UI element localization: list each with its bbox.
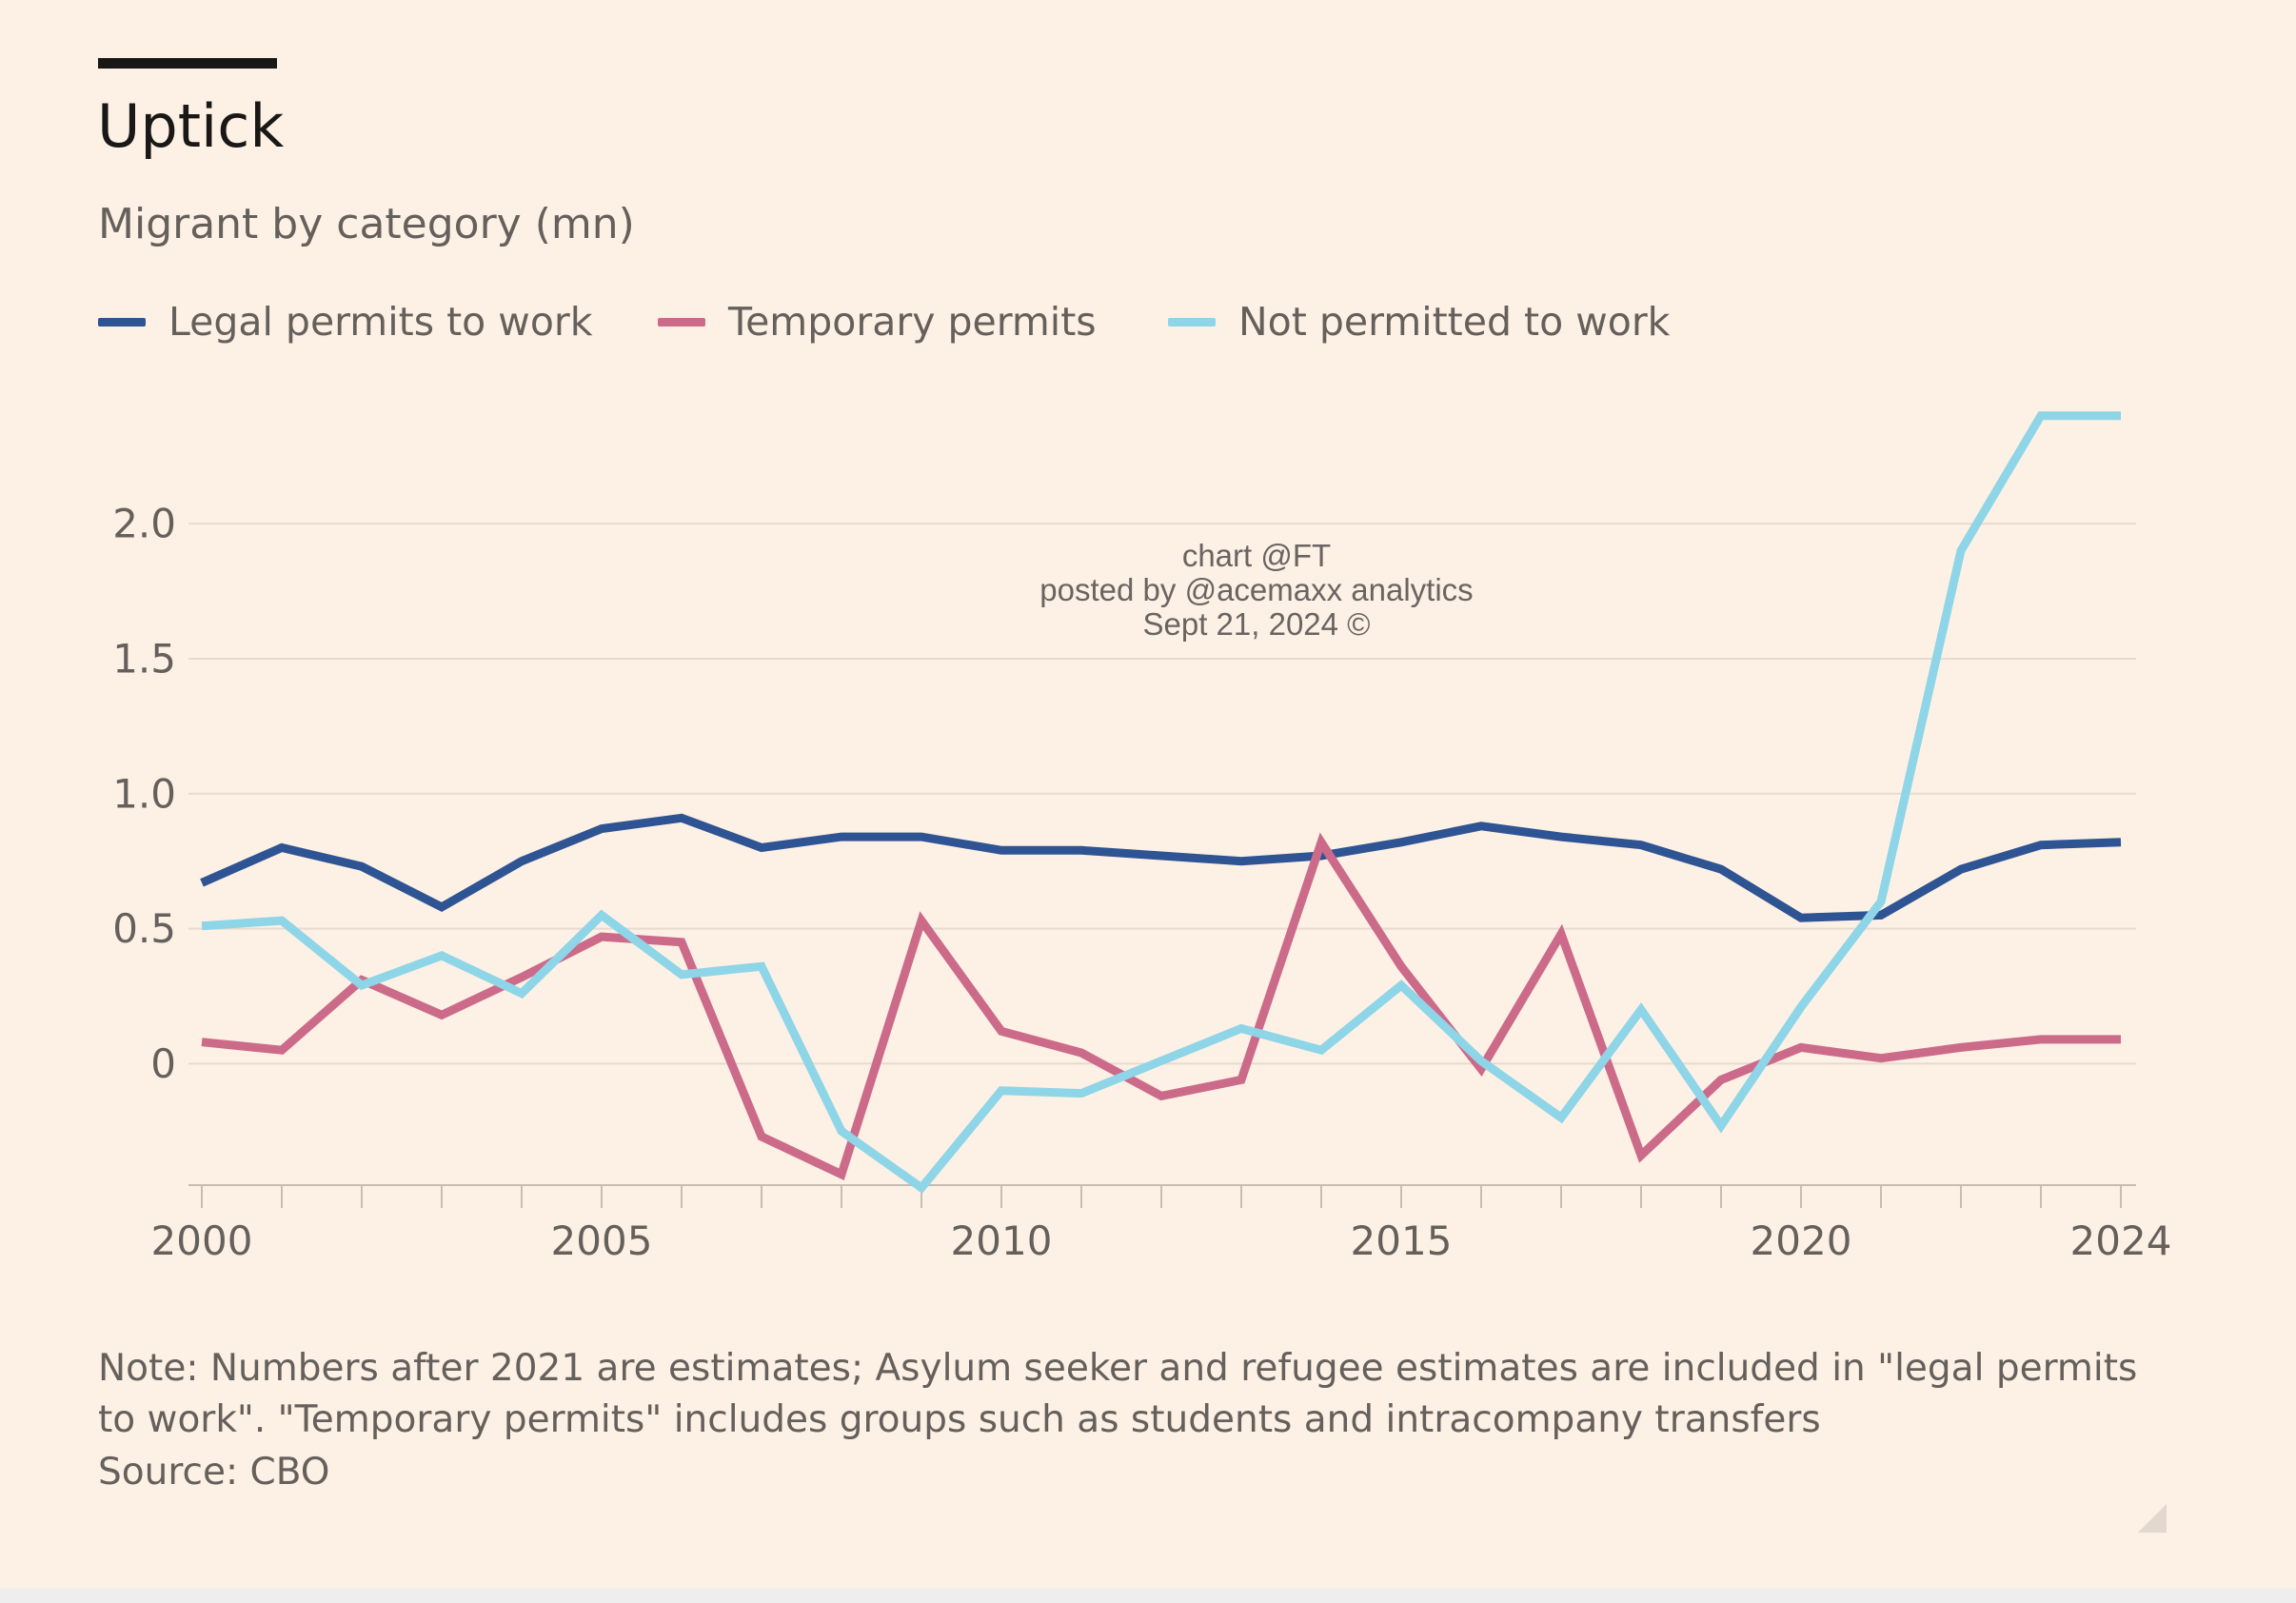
x-tick-label: 2020 [1751, 1217, 1852, 1264]
legend-swatch-temporary [658, 317, 705, 327]
line-chart: 0 0.5 1.0 1.5 2.0 2000 2005 2010 2015 2020 2024 [112, 411, 2172, 1264]
legend-label-temporary: Temporary permits [728, 299, 1097, 345]
x-tick-label: 2010 [951, 1217, 1053, 1264]
legend-item-temporary: Temporary permits [658, 293, 1097, 350]
watermark-line-1: chart @FT [1181, 538, 1332, 573]
series-line-1 [201, 832, 2121, 1180]
y-tick-label: 0 [150, 1040, 176, 1087]
resize-handle-icon[interactable] [2138, 1504, 2167, 1533]
chart-title: Uptick [97, 91, 285, 161]
legend-swatch-not-permitted [1168, 317, 1216, 327]
x-tick-label: 2015 [1351, 1217, 1453, 1264]
chart-source: Source: CBO [98, 1451, 330, 1494]
chart-subtitle: Migrant by category (mn) [98, 200, 635, 248]
legend-item-not-permitted: Not permitted to work [1168, 293, 1670, 350]
watermark: chart @FT posted by @acemaxx analytics S… [933, 539, 1580, 642]
series-line-0 [200, 813, 2122, 922]
x-tick-label: 2005 [551, 1217, 653, 1264]
series-line-2 [201, 411, 2121, 1194]
legend-label-legal: Legal permits to work [168, 299, 593, 345]
x-tick-label: 2000 [151, 1217, 253, 1264]
y-tick-label: 1.0 [112, 770, 176, 817]
chart-note: Note: Numbers after 2021 are estimates; … [98, 1347, 2138, 1441]
y-tick-label: 0.5 [112, 905, 176, 952]
y-tick-label: 2.0 [112, 501, 176, 547]
legend-label-not-permitted: Not permitted to work [1238, 299, 1671, 345]
watermark-line-3: Sept 21, 2024 © [1142, 606, 1371, 642]
legend-swatch-legal [98, 317, 146, 327]
title-rule [98, 58, 277, 69]
y-tick-label: 1.5 [112, 635, 176, 682]
watermark-line-2: posted by @acemaxx analytics [1039, 572, 1474, 607]
x-tick-label: 2024 [2070, 1217, 2172, 1264]
legend-item-legal: Legal permits to work [98, 293, 593, 350]
